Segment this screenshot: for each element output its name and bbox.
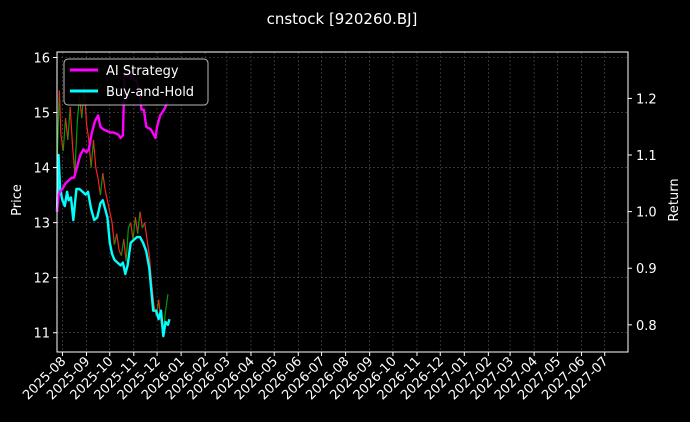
price-segment [102,173,106,190]
y-tick-label-left: 13 [33,217,50,232]
buy-and-hold-line [55,153,171,338]
price-segment [144,222,148,240]
ai-strategy-line [55,74,169,212]
price-segment [99,173,104,196]
y-tick-label-left: 12 [33,272,50,287]
price-segment [132,217,136,240]
price-segment [106,200,111,212]
y-tick-label-left: 14 [33,162,50,177]
price-segment [92,140,97,168]
price-segment [125,228,129,262]
price-segment [130,222,134,240]
price-segment [95,167,99,179]
y-tick-label-left: 15 [33,107,50,122]
y-tick-label-right: 1.2 [636,92,657,107]
price-segment [64,117,69,141]
price-segment [67,107,71,141]
price-segment [113,233,118,245]
price-segment [146,239,150,256]
price-segment [123,239,127,262]
price-segment [62,118,67,152]
price-segment [85,123,90,141]
price-segment [97,178,102,196]
y-tick-label-left: 11 [33,327,50,342]
y-tick-label-right: 1.1 [636,149,657,164]
y-tick-label-right: 0.8 [636,319,657,334]
legend: AI Strategy Buy-and-Hold [63,58,209,106]
y-tick-label-left: 16 [33,52,50,67]
legend-bh-label: Buy-and-Hold [106,85,194,100]
price-segment [74,123,78,174]
price-segment [165,294,169,311]
price-segment [116,233,120,251]
legend-ai-label: AI Strategy [106,64,179,79]
y-tick-label-right: 1.0 [636,206,657,221]
plot-frame [56,51,629,353]
price-segment [69,107,74,146]
price-segment [104,189,109,201]
price-segment [71,145,76,174]
y-axis-label-right: Return [667,178,682,221]
price-segment [111,222,116,245]
price-segment [134,217,139,234]
price-segment [120,239,125,256]
price-segment [139,211,143,229]
legend-frame [63,58,209,106]
price-segment [58,90,62,135]
price-segment [109,211,113,223]
y-tick-label-right: 0.9 [636,262,657,277]
chart-title: cnstock [920260.BJ] [267,10,418,28]
price-segment [90,140,95,168]
y-axis-label-left: Price [10,184,25,216]
price-segment [137,211,141,234]
